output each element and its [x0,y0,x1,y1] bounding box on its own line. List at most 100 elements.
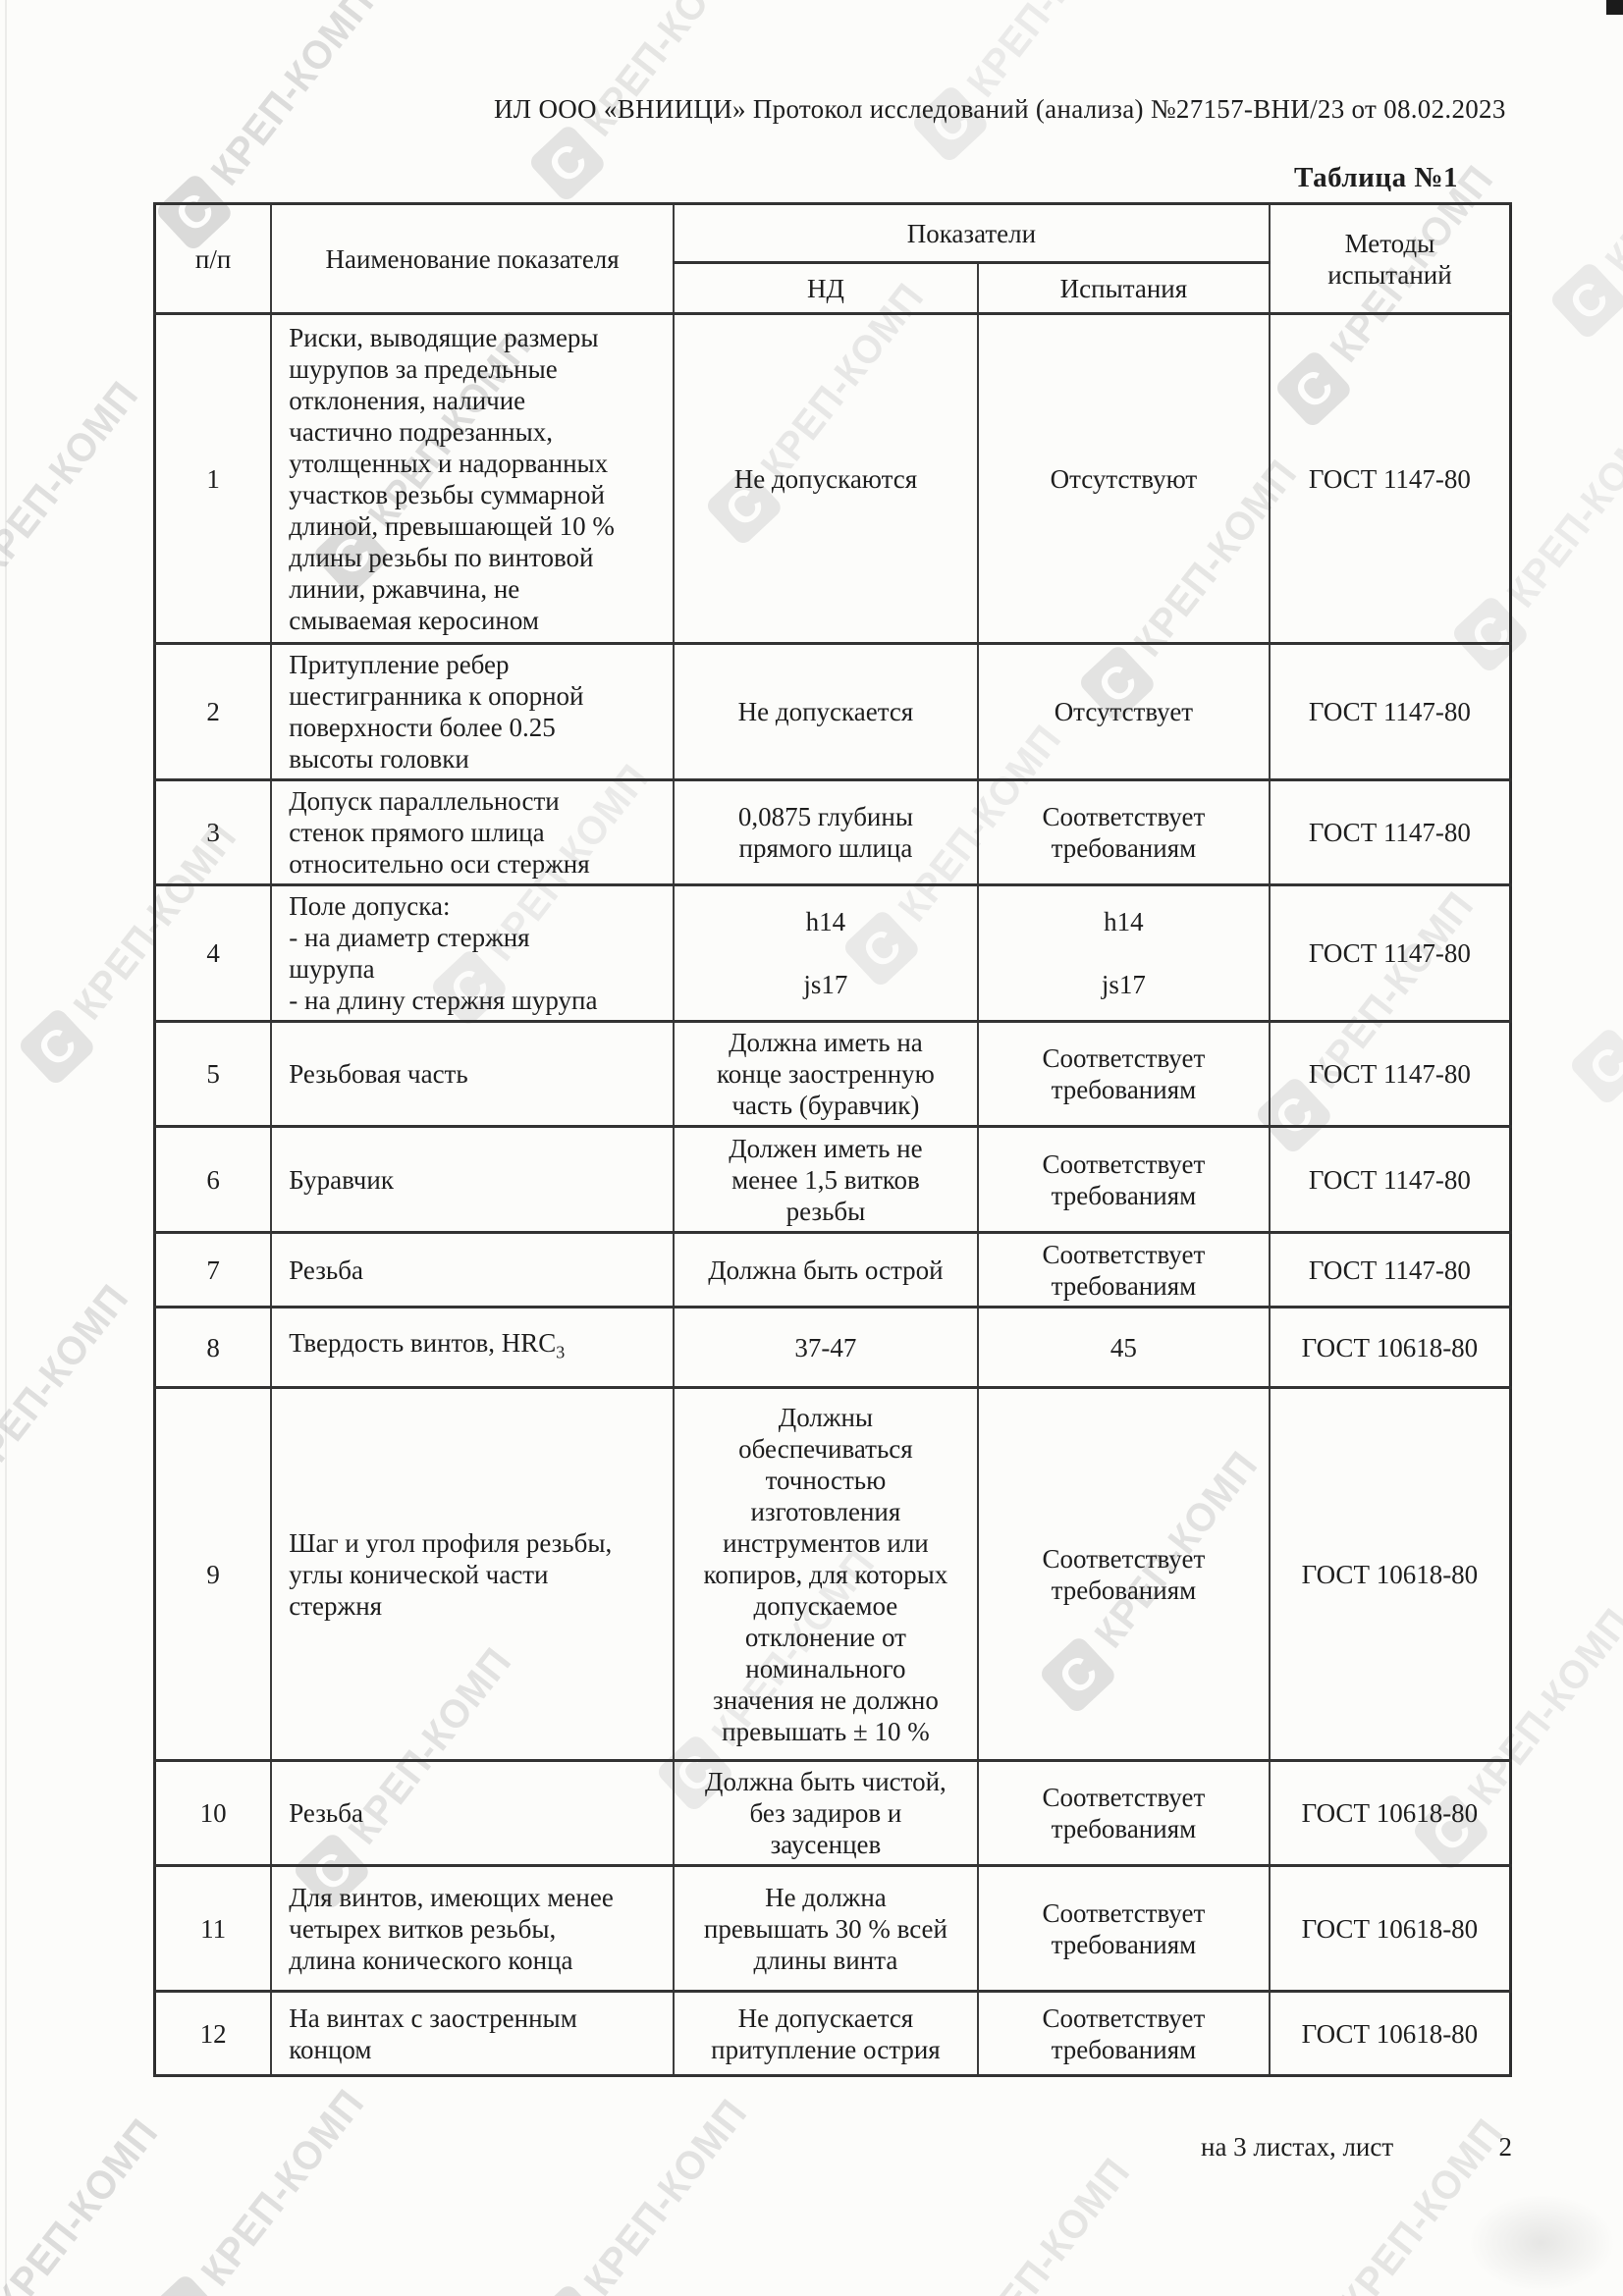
table-header-row-1: п/п Наименование показателя Показатели М… [153,202,1512,315]
page-number: 2 [1498,2132,1513,2162]
method-cell: ГОСТ 1147-80 [1268,642,1512,781]
nd-value-cell: Должна иметь на конце заостренную часть … [672,1020,979,1128]
results-table-head: п/п Наименование показателя Показатели М… [153,202,1512,315]
table-row: 1 Риски, выводящие размеры шурупов за пре… [153,312,1512,645]
nd-value-cell-text: 0,0875 глубины прямого шлица [737,802,913,863]
row-num-cell-text: 2 [206,697,220,726]
indicator-name-cell: Поле допуска: - на диаметр стержня шуруп… [270,883,675,1023]
table-row: 8 Твердость винтов, HRC3 37-47 45 ГОСТ 10618… [153,1306,1512,1389]
method-cell-text: ГОСТ 1147-80 [1308,1164,1471,1195]
row-num-cell: 7 [153,1231,273,1308]
document-header: ИЛ ООО «ВНИИЦИ» Протокол исследований (а… [494,94,1506,124]
col-header-name: Наименование показателя [270,202,675,315]
col-header-test: Испытания [976,261,1271,315]
test-value-cell-text: Соответствует требованиям [1042,1239,1206,1301]
indicator-name-cell: Буравчик [270,1125,675,1234]
row-num-cell-text: 1 [206,463,220,494]
col-header-method: Методы испытаний [1268,202,1512,315]
nd-value-cell-text: Не должна превышать 30 % всей длины винт… [703,1882,947,1975]
hardness-scale-subscript: 3 [556,1342,566,1362]
table-row: 3 Допуск параллельности стенок прямого шл… [153,778,1512,886]
method-cell-text: ГОСТ 1147-80 [1308,463,1471,494]
row-num-cell: 4 [153,883,273,1023]
method-cell: ГОСТ 10618-80 [1268,1306,1512,1389]
row-num-cell-text: 8 [206,1332,220,1362]
row-num-cell-text: 7 [206,1255,220,1285]
method-cell: ГОСТ 10618-80 [1268,1386,1512,1762]
table-row: 7 Резьба Должна быть острой Соответствует т… [153,1231,1512,1308]
watermark-text: КРЕП-КОМП [0,1275,137,1489]
test-value-cell: 45 [976,1306,1271,1389]
row-num-cell: 1 [153,312,273,645]
row-num-cell: 3 [153,778,273,886]
nd-value-cell-text: 37-47 [794,1332,857,1362]
nd-value-cell: Должна быть острой [672,1231,979,1308]
row-num-cell: 8 [153,1306,273,1389]
method-cell-text: ГОСТ 10618-80 [1301,2018,1479,2049]
indicator-name-cell-text: Для винтов, имеющих менее четырех витков… [289,1882,614,1975]
indicator-name-cell-text: Притупление ребер шестигранника к опорно… [289,650,584,774]
test-value-cell: Соответствует требованиям [976,1020,1271,1128]
nd-value-cell: h14 js17 [672,883,979,1023]
method-cell: ГОСТ 1147-80 [1268,312,1512,645]
method-cell: ГОСТ 1147-80 [1268,1231,1512,1308]
nd-value-cell: Не допускаются [672,312,979,645]
watermark-text: КРЕП-КОМП [1615,833,1623,1047]
table-row: 10 Резьба Должна быть чистой, без задиров … [153,1759,1512,1867]
table-row: 2 Притупление ребер шестигранника к опорн… [153,642,1512,781]
indicator-name-cell-text: Резьбовая часть [289,1059,468,1089]
row-num-cell: 5 [153,1020,273,1128]
krep-komp-logo-icon: С [16,1006,97,1088]
method-cell-text: ГОСТ 10618-80 [1301,1913,1479,1944]
method-cell-text: ГОСТ 10618-80 [1301,1798,1479,1828]
test-value-cell-text: Соответствует требованиям [1042,802,1206,863]
indicator-name-cell: Для винтов, имеющих менее четырех витков… [270,1864,675,1993]
watermark-text: КРЕП-КОМП [574,2090,756,2296]
test-value-cell-text: h14 js17 [1101,907,1146,999]
method-cell: ГОСТ 10618-80 [1268,1990,1512,2077]
nd-value-cell-text: h14 js17 [803,907,848,999]
row-num-cell-text: 12 [199,2018,227,2049]
test-value-cell-text: Соответствует требованиям [1042,1783,1206,1843]
method-cell: ГОСТ 1147-80 [1268,778,1512,886]
watermark-text: КРЕП-КОМП [1596,68,1623,282]
watermark-text: КРЕП-КОМП [191,2080,373,2294]
row-num-cell-text: 10 [199,1798,227,1828]
test-value-cell: h14 js17 [976,883,1271,1023]
scan-smudge [1468,2194,1615,2292]
nd-value-cell: Должны обеспечиваться точностью изготовл… [672,1386,979,1762]
indicator-name-cell-text: Поле допуска: - на диаметр стержня шуруп… [289,891,598,1015]
row-num-cell: 10 [153,1759,273,1867]
method-cell: ГОСТ 10618-80 [1268,1864,1512,1993]
indicator-name-cell: Риски, выводящие размеры шурупов за пред… [270,312,675,645]
nd-value-cell-text: Не допускаются [733,463,918,494]
test-value-cell: Соответствует требованиям [976,1990,1271,2077]
method-cell-text: ГОСТ 1147-80 [1308,697,1471,726]
row-num-cell-text: 6 [206,1164,220,1195]
results-table-body: 1 Риски, выводящие размеры шурупов за пре… [153,312,1512,2077]
watermark-text: КРЕП-КОМП [0,372,147,586]
method-cell: ГОСТ 10618-80 [1268,1759,1512,1867]
row-num-cell: 2 [153,642,273,781]
watermark-text: КРЕП-КОМП [1497,401,1623,615]
test-value-cell-text: Отсутствует [1054,697,1194,726]
method-cell-text: ГОСТ 10618-80 [1301,1332,1479,1362]
row-num-cell-text: 9 [206,1559,220,1589]
nd-value-cell: 37-47 [672,1306,979,1389]
test-value-cell: Отсутствует [976,642,1271,781]
indicator-name-cell-text: Допуск параллельности стенок прямого шли… [289,786,590,879]
scan-corner-artifact [1606,0,1623,15]
test-value-cell-text: Соответствует требованиям [1042,1043,1206,1104]
nd-value-cell: Должна быть чистой, без задиров и заусен… [672,1759,979,1867]
test-value-cell: Отсутствуют [976,312,1271,645]
indicator-name-cell: Допуск параллельности стенок прямого шли… [270,778,675,886]
scan-edge-line [5,0,7,2296]
nd-value-cell-text: Должна быть острой [708,1255,944,1285]
row-num-cell: 11 [153,1864,273,1993]
page-footer: на 3 листах, лист 2 [1201,2132,1512,2163]
